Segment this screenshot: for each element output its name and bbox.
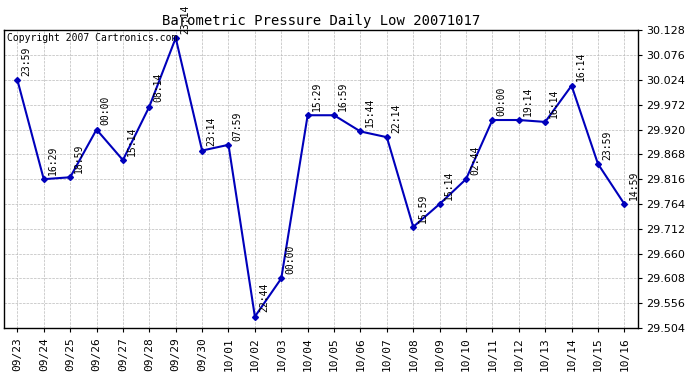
Text: 15:59: 15:59: [417, 194, 427, 223]
Text: 02:44: 02:44: [470, 146, 480, 175]
Text: 23:59: 23:59: [602, 130, 612, 160]
Text: 00:00: 00:00: [497, 87, 506, 116]
Text: 00:00: 00:00: [101, 96, 110, 125]
Text: 16:29: 16:29: [48, 146, 58, 175]
Text: 15:14: 15:14: [444, 171, 454, 200]
Text: 19:14: 19:14: [523, 87, 533, 116]
Text: 00:00: 00:00: [286, 245, 295, 274]
Text: 15:44: 15:44: [364, 98, 375, 127]
Text: 23:59: 23:59: [21, 46, 32, 76]
Text: 18:59: 18:59: [75, 144, 84, 173]
Text: 22:44: 22:44: [259, 283, 269, 312]
Text: 08:14: 08:14: [153, 73, 164, 102]
Text: 23:14: 23:14: [180, 4, 190, 34]
Text: Copyright 2007 Cartronics.com: Copyright 2007 Cartronics.com: [8, 33, 178, 43]
Text: 16:14: 16:14: [575, 52, 586, 81]
Text: 15:14: 15:14: [127, 126, 137, 156]
Title: Barometric Pressure Daily Low 20071017: Barometric Pressure Daily Low 20071017: [161, 14, 480, 28]
Text: 23:14: 23:14: [206, 117, 216, 146]
Text: 14:59: 14:59: [629, 171, 638, 200]
Text: 22:14: 22:14: [391, 104, 401, 133]
Text: 16:14: 16:14: [549, 88, 560, 118]
Text: 15:29: 15:29: [312, 82, 322, 111]
Text: 07:59: 07:59: [233, 111, 243, 141]
Text: 16:59: 16:59: [338, 82, 348, 111]
